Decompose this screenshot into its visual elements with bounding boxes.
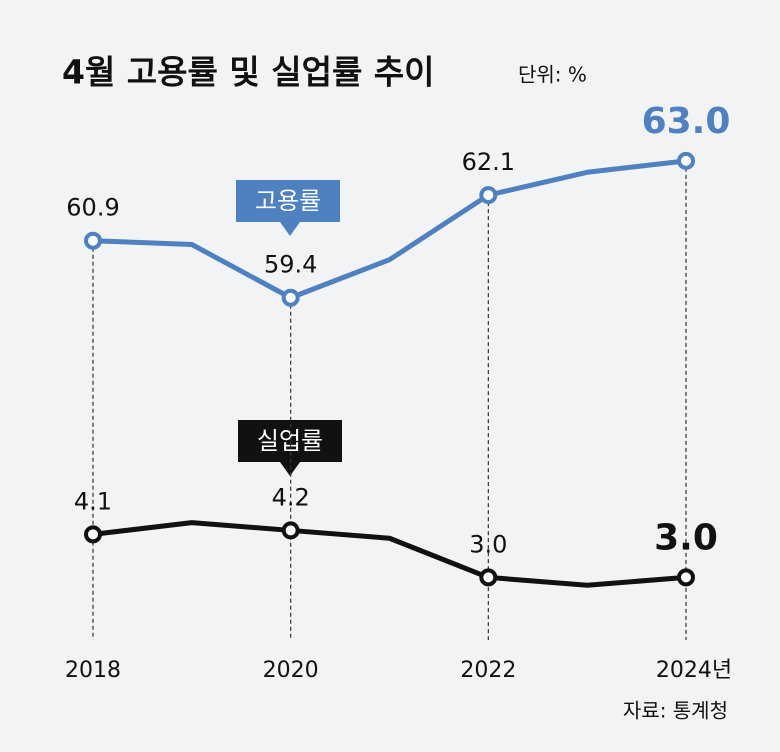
data-point [84, 525, 102, 544]
legend-pointer [280, 462, 300, 476]
x-tick-label: 2022 [460, 658, 516, 683]
data-label: 4.1 [74, 487, 112, 515]
legend-box [238, 420, 342, 462]
data-label: 63.0 [642, 101, 731, 142]
data-label: 59.4 [264, 251, 317, 279]
data-point [479, 186, 498, 205]
legend-employment: 고용률 [236, 180, 340, 236]
data-point [677, 568, 695, 587]
data-label: 3.0 [469, 530, 507, 558]
chart-title: 4월 고용률 및 실업률 추이 [62, 53, 435, 92]
legend-box [236, 180, 340, 222]
source: 자료: 통계청 [623, 699, 728, 723]
legend-pointer [280, 222, 300, 236]
data-point [84, 231, 102, 250]
x-tick-label: 2018 [65, 658, 121, 683]
x-tick-label: 2024년 [656, 658, 732, 683]
data-label: 3.0 [654, 517, 718, 558]
series-line [92, 158, 687, 301]
data-point [281, 521, 300, 540]
data-label: 62.1 [462, 148, 515, 176]
legend-label: 고용률 [255, 187, 321, 215]
data-point [479, 568, 498, 587]
legend-label: 실업률 [257, 427, 323, 455]
data-point [677, 151, 695, 170]
data-label: 60.9 [66, 194, 119, 222]
series-line [92, 520, 687, 588]
x-tick-label: 2020 [263, 658, 319, 683]
legend-unemployment: 실업률 [238, 420, 342, 476]
unit-label: 단위: % [518, 63, 587, 87]
data-label: 4.2 [272, 483, 310, 511]
data-point [281, 288, 300, 307]
